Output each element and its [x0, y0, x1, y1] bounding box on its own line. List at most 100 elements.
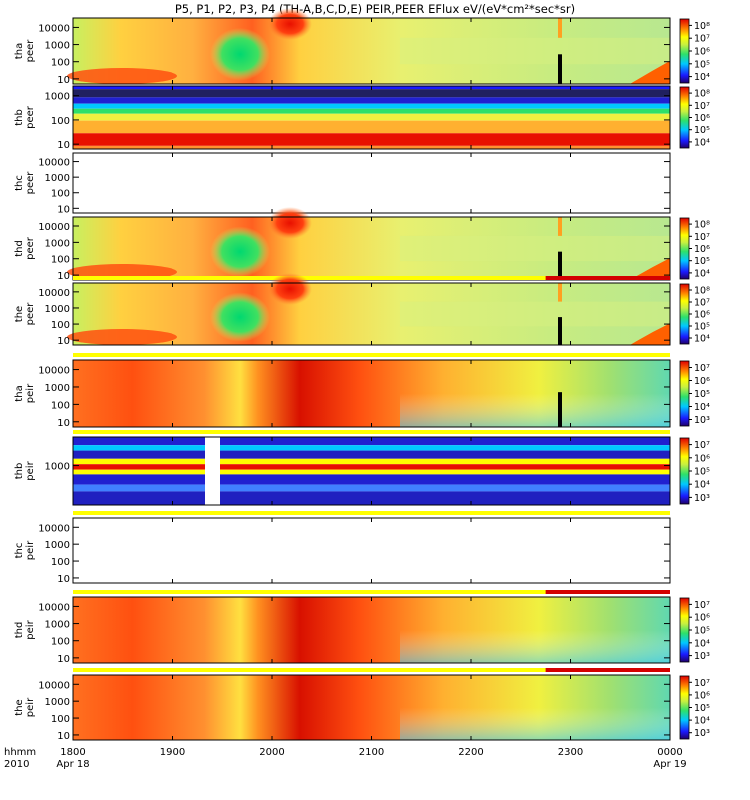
high-energy-band: [400, 301, 670, 327]
colorbar-label: 10³: [694, 651, 710, 662]
y-tick-label: 100: [51, 400, 70, 411]
panel-probe-label: tha: [14, 385, 25, 401]
colorbar-label: 10⁵: [694, 467, 710, 478]
colorbar-label: 10⁴: [694, 137, 710, 148]
colorbar-label: 10⁷: [694, 101, 710, 112]
panel-thc-peir: 10 100 1000 10000 thc peir: [14, 511, 671, 585]
status-bar-thd-peir: [73, 590, 670, 594]
colorbar-label: 10⁷: [694, 298, 710, 309]
panel-probe-label: thd: [14, 622, 25, 639]
status-bar-thb-peir: [73, 430, 670, 434]
colorbar-label: 10⁷: [694, 440, 710, 451]
panel-instrument-label: peir: [25, 540, 36, 560]
spectrogram-the-peir: [73, 675, 670, 740]
time-tick-label: 2300: [558, 747, 583, 758]
colorbar-label: 10⁷: [694, 363, 710, 374]
time-tick-label: 0000: [657, 747, 682, 758]
colorbar-label: 10⁵: [694, 256, 710, 267]
energy-band: [73, 437, 670, 446]
panel-probe-label: the: [14, 699, 25, 715]
panel-instrument-label: peir: [25, 460, 36, 480]
y-tick-label: 1000: [45, 304, 70, 315]
y-tick-label: 10000: [38, 158, 70, 169]
colorbar-label: 10⁵: [694, 125, 710, 136]
colorbar-label: 10⁴: [694, 716, 710, 727]
energy-band: [73, 458, 670, 465]
colorbar: [679, 217, 690, 280]
colorbar-label: 10⁵: [694, 59, 710, 70]
low-energy-band: [67, 329, 177, 345]
y-tick-label: 1000: [45, 41, 70, 52]
time-tick-date: Apr 19: [653, 759, 686, 770]
status-bar-red-the-peir: [545, 668, 670, 672]
colorbar-label: 10⁶: [694, 453, 710, 464]
y-tick-label: 10: [57, 731, 70, 742]
spectrogram-thd-peer: [67, 207, 670, 280]
low-energy-fade: [400, 675, 670, 740]
gap-top: [558, 217, 562, 236]
low-energy-band: [67, 68, 177, 84]
time-tick-label: 1800: [60, 747, 85, 758]
panel-instrument-label: peir: [25, 383, 36, 403]
gap-top: [558, 18, 562, 38]
y-tick-label: 10: [57, 204, 70, 215]
colorbar-label: 10⁶: [694, 690, 710, 701]
y-tick-label: 10: [57, 654, 70, 665]
colorbar-label: 10⁸: [694, 286, 710, 297]
spectrogram-thb-peer: [73, 86, 670, 149]
y-tick-label: 1000: [45, 383, 70, 394]
panel-probe-label: thc: [14, 175, 25, 191]
colorbar-label: 10³: [694, 728, 710, 739]
y-tick-label: 100: [51, 116, 70, 127]
colorbar: [679, 86, 690, 149]
onset-spike: [630, 257, 670, 280]
colorbar: [679, 437, 690, 505]
y-tick-label: 1000: [45, 92, 70, 103]
energy-band: [73, 445, 670, 451]
colorbar-label: 10⁴: [694, 268, 710, 279]
y-tick-label: 1000: [45, 173, 70, 184]
panel-frame: [72, 152, 671, 214]
green-region: [210, 27, 270, 81]
y-tick-label: 100: [51, 255, 70, 266]
panel-probe-label: the: [14, 306, 25, 322]
colorbar: [679, 360, 690, 427]
colorbar: [679, 283, 690, 345]
y-tick-label: 10000: [38, 680, 70, 691]
energy-band: [73, 133, 670, 146]
colorbar-label: 10⁸: [694, 220, 710, 231]
y-tick-label: 100: [51, 320, 70, 331]
energy-band: [73, 491, 670, 505]
y-tick-label: 1000: [45, 238, 70, 249]
energy-band: [73, 120, 670, 134]
y-tick-label: 10000: [38, 366, 70, 377]
colorbar-label: 10⁴: [694, 334, 710, 345]
onset-spike: [630, 323, 670, 345]
colorbar-label: 10⁶: [694, 310, 710, 321]
status-bar-red-thd-peir: [545, 590, 670, 594]
energy-band: [73, 113, 670, 121]
energy-band: [73, 474, 670, 485]
data-gap-line: [558, 392, 562, 427]
y-tick-label: 10000: [38, 523, 70, 534]
energy-band: [73, 469, 670, 475]
colorbar-label: 10³: [694, 415, 710, 426]
y-tick-label: 10000: [38, 222, 70, 233]
high-energy-band: [400, 235, 670, 262]
colorbar-label: 10⁷: [694, 600, 710, 611]
colorbar-label: 10⁵: [694, 626, 710, 637]
panel-instrument-label: peer: [25, 39, 36, 63]
colorbar-label: 10⁴: [694, 638, 710, 649]
panel-thb-peir: 1000 thb peir 10³ 10⁴ 10⁵ 10⁶ 10⁷: [14, 430, 710, 506]
colorbar: [679, 18, 690, 84]
time-tick-label: 2100: [359, 747, 384, 758]
colorbar-label: 10⁵: [694, 389, 710, 400]
data-gap-line: [558, 317, 562, 345]
y-tick-label: 100: [51, 637, 70, 648]
panel-instrument-label: peer: [25, 105, 36, 129]
